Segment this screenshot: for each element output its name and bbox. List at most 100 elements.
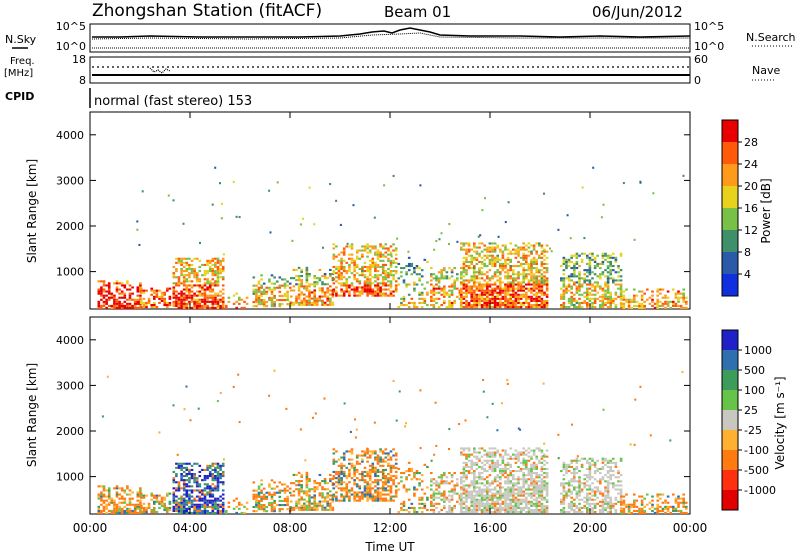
echo-cell [601, 256, 605, 259]
echo-cell [389, 485, 393, 488]
echo-cell [473, 242, 476, 245]
echo-cell [517, 504, 520, 507]
echo-cell [467, 244, 471, 247]
echo-cell [136, 228, 139, 231]
echo-cell [384, 477, 388, 480]
echo-cell [499, 502, 502, 505]
echo-cell [208, 300, 212, 303]
echo-cell [413, 509, 416, 512]
echo-cell [273, 286, 276, 289]
echo-cell [139, 491, 142, 494]
echo-cell [530, 273, 533, 276]
echo-cell [525, 306, 528, 309]
echo-cell [332, 257, 336, 260]
echo-cell [517, 482, 520, 485]
echo-cell [358, 454, 362, 457]
echo-cell [530, 449, 533, 452]
echo-cell [493, 453, 497, 456]
echo-cell [517, 275, 520, 278]
echo-cell [619, 287, 623, 290]
echo-cell [575, 262, 579, 265]
echo-cell [609, 506, 612, 509]
echo-cell [682, 292, 685, 295]
echo-cell [206, 491, 209, 494]
echo-cell [617, 271, 620, 274]
echo-cell [376, 462, 380, 465]
echo-cell [514, 265, 518, 268]
echo-cell [335, 481, 338, 484]
echo-cell [430, 275, 433, 278]
echo-cell [501, 291, 505, 294]
echo-cell [519, 461, 523, 464]
echo-cell [517, 265, 520, 268]
echo-cell [415, 306, 419, 309]
echo-cell [473, 295, 476, 298]
echo-cell [435, 480, 438, 483]
echo-cell [614, 304, 618, 307]
echo-cell [363, 491, 367, 494]
echo-cell [583, 295, 586, 298]
echo-cell [376, 292, 380, 295]
echo-cell [198, 259, 202, 262]
echo-cell [512, 511, 515, 514]
echo-cell [573, 478, 576, 481]
echo-cell [440, 478, 443, 481]
echo-cell [545, 488, 549, 491]
echo-cell [460, 496, 463, 499]
echo-cell [501, 265, 505, 268]
echo-cell [499, 289, 502, 292]
echo-cell [185, 296, 189, 299]
echo-cell [606, 502, 610, 505]
echo-cell [216, 511, 220, 514]
echo-cell [177, 507, 181, 510]
echo-cell [560, 500, 563, 503]
echo-cell [345, 261, 349, 264]
echo-cell [443, 269, 446, 272]
echo-cell [123, 306, 127, 309]
echo-cell [283, 284, 287, 287]
echo-cell [180, 304, 183, 307]
echo-cell [525, 260, 528, 263]
echo-cell [458, 498, 462, 501]
echo-cell [180, 290, 183, 293]
echo-cell [478, 246, 481, 249]
echo-cell [593, 502, 597, 505]
echo-cell [175, 304, 178, 307]
echo-cell [609, 260, 612, 263]
echo-cell [504, 488, 507, 491]
echo-cell [374, 473, 377, 476]
echo-cell [606, 482, 610, 485]
echo-cell [458, 494, 462, 497]
echo-cell [488, 250, 492, 253]
echo-cell [480, 478, 484, 481]
echo-cell [100, 503, 103, 506]
echo-cell [493, 297, 497, 300]
echo-cell [345, 286, 349, 289]
echo-cell [203, 509, 207, 512]
echo-cell [501, 269, 505, 272]
echo-cell [483, 494, 486, 497]
echo-cell [527, 488, 531, 491]
echo-cell [593, 258, 597, 261]
echo-cell [530, 287, 533, 290]
echo-cell [499, 306, 502, 309]
echo-cell [532, 299, 536, 302]
echo-cell [286, 495, 289, 498]
echo-cell [308, 496, 311, 499]
echo-cell [379, 493, 382, 496]
echo-cell [155, 500, 159, 503]
echo-cell [206, 272, 209, 275]
echo-cell [371, 263, 375, 266]
echo-cell [206, 493, 209, 496]
echo-cell [128, 497, 132, 500]
echo-cell [180, 257, 183, 260]
echo-cell [473, 506, 476, 509]
echo-cell [512, 281, 515, 284]
echo-cell [402, 504, 406, 507]
echo-cell [345, 483, 349, 486]
echo-cell [437, 511, 441, 514]
echo-cell [609, 254, 612, 257]
echo-cell [257, 282, 261, 285]
echo-cell [172, 296, 176, 299]
echo-cell [462, 465, 466, 468]
